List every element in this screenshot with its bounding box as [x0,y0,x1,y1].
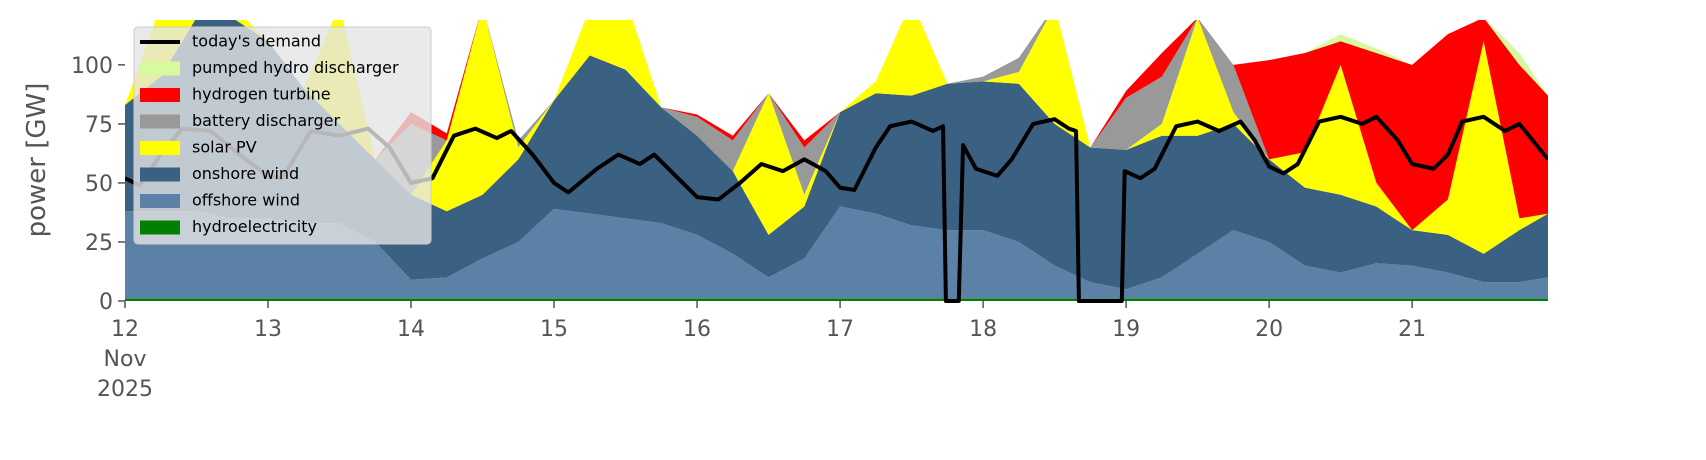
legend-swatch [140,141,180,155]
legend-box [133,26,432,245]
legend-swatch [140,88,180,102]
y-tick-label: 0 [99,290,113,315]
x-tick-label: 18 [969,317,997,342]
x-tick-label: 16 [683,317,711,342]
y-tick-label: 50 [85,172,113,197]
y-tick-label: 25 [85,231,113,256]
x-tick-label: 20 [1255,317,1283,342]
stacked-area [125,298,1548,301]
axes: 0 25 50 75 100 12 Nov 2025 13 14 15 16 17 18 19 20 21 [71,54,1426,402]
legend-label: onshore wind [192,164,299,183]
legend-label: pumped hydro discharger [192,58,399,77]
legend-swatch [140,220,180,235]
legend-label: offshore wind [192,191,300,210]
y-tick-label: 100 [71,54,113,79]
legend-swatch [140,61,180,76]
legend-swatch [140,114,180,129]
legend-swatch [140,167,180,182]
legend-label: hydroelectricity [192,217,317,236]
x-tick-label: 17 [826,317,854,342]
legend-swatch [140,194,180,208]
legend-label: solar PV [192,138,257,157]
x-tick-label: 19 [1112,317,1140,342]
legend: today's demand pumped hydro discharger hyd… [133,26,432,245]
x-tick-label: 13 [254,317,282,342]
x-tick-label: 14 [397,317,425,342]
y-tick-label: 75 [85,113,113,138]
legend-label: today's demand [192,32,321,51]
y-axis-label: power [GW] [22,83,52,238]
stacked-area [125,20,1548,254]
x-tick-label: 15 [540,317,568,342]
x-tick-label: 12 Nov 2025 [97,317,153,402]
stacked-area [125,206,1548,299]
x-tick-label: 21 [1398,317,1426,342]
legend-label: battery discharger [192,111,340,130]
legend-label: hydrogen turbine [192,85,331,104]
stacked-area [125,20,1548,290]
plot-area [125,20,1548,303]
